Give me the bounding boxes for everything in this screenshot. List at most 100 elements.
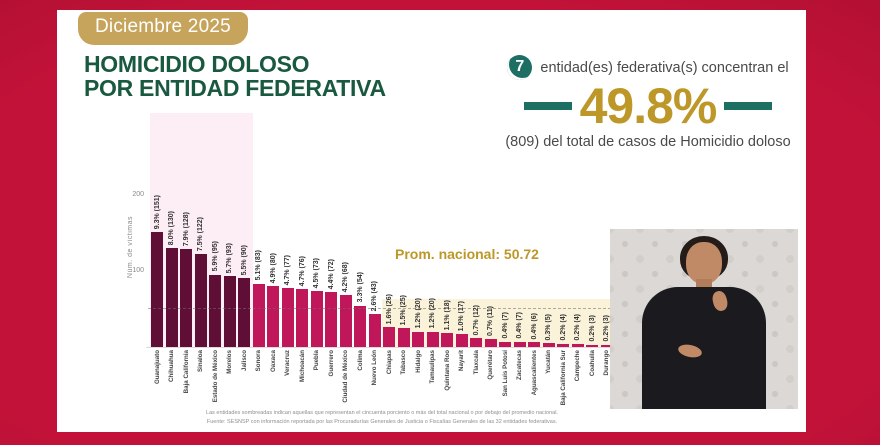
state-label-wrap: Coahuila <box>585 350 600 376</box>
bar-column-16: 1.6% (26) Chiapas <box>382 110 397 374</box>
bar <box>354 305 367 347</box>
state-label-wrap: Sinaloa <box>194 350 209 372</box>
bar-value-label: 1.2% (20) <box>414 298 422 329</box>
bar-column-23: 0.7% (11) Querétaro <box>484 110 499 380</box>
bar-value-label-wrap: 1.2% (20) <box>411 298 426 328</box>
state-label: Nuevo León <box>371 350 379 386</box>
y-tick-200: 200 <box>132 191 144 198</box>
bar-value-label-wrap: 9.3% (151) <box>150 195 165 229</box>
state-label: Sinaloa <box>197 350 205 373</box>
bar-value-label-wrap: 5.5% (90) <box>237 245 252 275</box>
state-label: Guerrero <box>327 350 335 377</box>
bar <box>571 343 584 347</box>
bar-value-label: 0.7% (12) <box>472 304 480 335</box>
bar-value-label: 4.2% (68) <box>342 261 350 293</box>
stats-intro-text: entidad(es) federativa(s) concentran el <box>540 59 789 76</box>
bar <box>194 253 207 347</box>
bar-column-6: 5.5% (90) Jalisco <box>237 110 252 371</box>
y-axis-title: Núm. de víctimas <box>127 215 134 279</box>
bar-value-label: 0.7% (11) <box>487 305 495 336</box>
bar-value-label-wrap: 4.9% (80) <box>266 253 281 283</box>
state-label-wrap: Morelos <box>223 350 238 374</box>
bar-column-7: 5.1% (83) Sonora <box>252 110 267 371</box>
bar-value-label-wrap: 0.4% (7) <box>498 312 513 338</box>
state-label: Querétaro <box>487 350 495 380</box>
state-label: Chiapas <box>385 350 393 375</box>
bar-column-30: 0.2% (3) Coahuila <box>585 110 600 376</box>
bar-column-15: 2.6% (43) Nuevo León <box>368 110 383 385</box>
state-label-wrap: Jalisco <box>237 350 252 371</box>
stats-intro-row: 7 entidad(es) federativa(s) concentran e… <box>502 55 794 80</box>
bar <box>455 334 468 347</box>
state-label: Estado de México <box>211 350 219 403</box>
bar-value-label: 1.5% (25) <box>400 294 408 325</box>
interpreter-suit <box>642 287 766 409</box>
state-label: Aguascalientes <box>530 350 538 396</box>
bar <box>542 343 555 347</box>
bar-value-label: 0.2% (4) <box>574 314 582 341</box>
state-label-wrap: Nayarit <box>455 350 470 371</box>
bar <box>426 331 439 347</box>
state-label: Oaxaca <box>269 350 277 373</box>
state-label-wrap: Zacatecas <box>513 350 528 380</box>
bar <box>586 344 599 347</box>
bar-column-20: 1.1% (18) Quintana Roo <box>440 110 455 391</box>
bar <box>151 231 164 347</box>
dash-right <box>724 102 773 110</box>
state-label-wrap: Ciudad de México <box>339 350 354 403</box>
state-label: Tlaxcala <box>472 350 480 375</box>
bar-value-label: 8.0% (130) <box>168 210 176 245</box>
date-badge: Diciembre 2025 <box>78 12 248 45</box>
bar-column-9: 4.7% (77) Veracruz <box>281 110 296 376</box>
bar-column-17: 1.5% (25) Tabasco <box>397 110 412 375</box>
state-label-wrap: Oaxaca <box>266 350 281 372</box>
bar <box>238 278 251 347</box>
bar-value-label-wrap: 1.6% (26) <box>382 294 397 324</box>
bar-value-label-wrap: 5.1% (83) <box>252 250 267 280</box>
bar <box>528 342 541 347</box>
bar <box>600 344 613 347</box>
state-label: Hidalgo <box>414 350 422 373</box>
bar-value-label-wrap: 4.5% (73) <box>310 258 325 288</box>
bar-column-21: 1.0% (17) Nayarit <box>455 110 470 371</box>
bar-value-label-wrap: 5.7% (93) <box>223 243 238 273</box>
bar-column-4: 5.9% (95) Estado de México <box>208 110 223 402</box>
state-label: Colima <box>356 350 364 371</box>
bar-column-28: 0.2% (4) Baja California Sur <box>556 110 571 405</box>
state-label-wrap: Aguascalientes <box>527 350 542 395</box>
bar-column-0: 9.3% (151) Guanajuato <box>150 110 165 384</box>
state-label: Coahuila <box>588 350 596 377</box>
state-label: Puebla <box>313 350 321 371</box>
bar-value-label: 7.5% (122) <box>197 216 205 251</box>
state-label: Tamaulipas <box>429 350 437 384</box>
state-label: Michoacán <box>298 350 306 382</box>
bar-value-label: 0.4% (7) <box>516 312 524 339</box>
state-label: Veracruz <box>284 350 292 376</box>
state-label-wrap: Tabasco <box>397 350 412 375</box>
state-label: Ciudad de México <box>342 350 350 403</box>
bar-value-label: 4.4% (72) <box>327 258 335 290</box>
bar <box>223 276 236 347</box>
bar-value-label-wrap: 1.2% (20) <box>426 298 441 328</box>
bar-column-29: 0.2% (4) Campeche <box>571 110 586 381</box>
footnote-line2: Fuente: SESNSP con información reportada… <box>206 419 558 426</box>
bar-value-label-wrap: 0.2% (4) <box>556 314 571 340</box>
state-label-wrap: Hidalgo <box>411 350 426 373</box>
page-title-line2: POR ENTIDAD FEDERATIVA <box>84 75 386 102</box>
state-label-wrap: Querétaro <box>484 350 499 380</box>
bar <box>267 285 280 347</box>
state-label-wrap: Quintana Roo <box>440 350 455 391</box>
state-label-wrap: Guanajuato <box>150 350 165 384</box>
bar <box>252 283 265 347</box>
bar <box>325 292 338 347</box>
state-label-wrap: Michoacán <box>295 350 310 382</box>
bar-value-label: 1.0% (17) <box>458 300 466 332</box>
entity-count-badge: 7 <box>507 55 533 80</box>
bar <box>499 341 512 347</box>
bar-value-label: 4.7% (77) <box>284 254 292 286</box>
page-title-line1: HOMICIDIO DOLOSO <box>84 51 310 77</box>
bar-value-label-wrap: 4.2% (68) <box>339 262 354 292</box>
bar-column-8: 4.9% (80) Oaxaca <box>266 110 281 372</box>
state-label: Jalisco <box>240 350 248 371</box>
